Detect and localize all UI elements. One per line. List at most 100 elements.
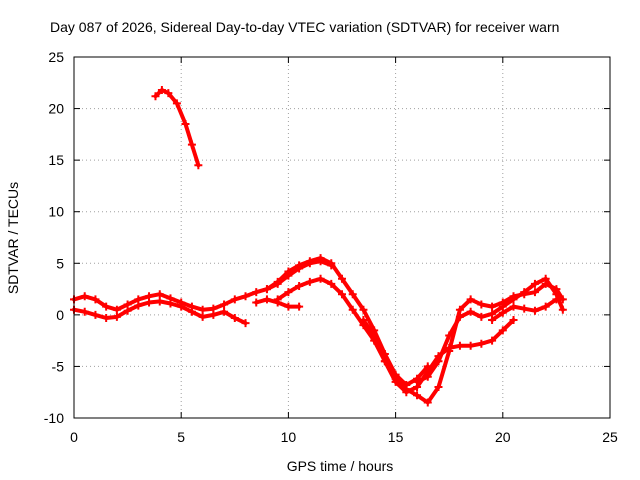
data-point-sat-d (262, 285, 271, 294)
data-point-sat-a (181, 120, 190, 129)
data-point-sat-i (541, 302, 550, 311)
data-point-sat-e (295, 281, 304, 290)
data-point-sat-f (295, 302, 304, 311)
y-tick-label: 20 (48, 101, 64, 117)
data-point-sat-f (252, 298, 261, 307)
data-point-sat-a (172, 99, 181, 108)
data-point-sat-g (466, 295, 475, 304)
y-tick-label: 25 (48, 49, 64, 65)
data-point-sat-c (134, 301, 143, 310)
data-point-sat-c (198, 312, 207, 321)
data-point-sat-c (123, 306, 132, 315)
data-point-sat-e (488, 336, 497, 345)
data-point-sat-b (198, 305, 207, 314)
x-tick-label: 10 (281, 429, 297, 445)
data-point-sat-e (498, 326, 507, 335)
data-point-sat-g (455, 305, 464, 314)
data-point-sat-d (305, 257, 314, 266)
data-point-sat-c (166, 299, 175, 308)
data-point-sat-h (520, 288, 529, 297)
data-point-sat-g (488, 302, 497, 311)
data-point-sat-b (155, 290, 164, 299)
grid-layer (74, 57, 610, 418)
data-point-sat-a (151, 92, 160, 101)
data-point-sat-h (541, 274, 550, 283)
data-point-sat-g (370, 331, 379, 340)
data-point-sat-g (423, 398, 432, 407)
data-point-sat-g (434, 383, 443, 392)
data-point-sat-i (552, 295, 561, 304)
x-tick-label: 20 (495, 429, 511, 445)
data-point-sat-c (145, 298, 154, 307)
data-point-sat-e (455, 341, 464, 350)
series-layer (70, 86, 567, 407)
y-tick-label: -10 (44, 410, 64, 426)
data-point-sat-f (273, 298, 282, 307)
data-point-sat-d (338, 274, 346, 283)
data-point-sat-e (509, 316, 518, 325)
data-point-sat-c (155, 297, 164, 306)
data-point-sat-g (445, 346, 454, 355)
data-point-sat-c (80, 307, 89, 316)
tick-layer: 0 5 10 15 20 25 -10 -5 0 5 10 15 20 25 (44, 49, 618, 445)
data-point-sat-e (305, 277, 314, 286)
data-point-sat-c (209, 310, 218, 319)
data-point-sat-g (380, 357, 389, 366)
data-point-sat-h (466, 307, 475, 316)
data-point-sat-g (402, 385, 411, 394)
data-point-sat-e (477, 339, 486, 348)
data-point-sat-a (164, 89, 173, 98)
data-point-sat-c (220, 307, 229, 316)
data-point-sat-c (102, 313, 111, 322)
data-point-sat-h (477, 312, 486, 321)
y-tick-label: -5 (52, 358, 65, 374)
data-point-sat-b (91, 295, 100, 304)
x-tick-label: 25 (602, 429, 618, 445)
x-tick-label: 5 (177, 429, 185, 445)
data-point-sat-c (241, 319, 250, 328)
data-point-sat-c (230, 313, 239, 322)
data-point-sat-c (187, 307, 196, 316)
data-point-sat-i (520, 304, 529, 313)
data-point-sat-g (391, 374, 400, 383)
data-point-sat-b (80, 292, 89, 301)
data-point-sat-e (466, 341, 475, 350)
data-point-sat-g (359, 316, 368, 325)
data-point-sat-d (316, 254, 325, 263)
data-point-sat-d (284, 267, 293, 276)
data-point-sat-d (348, 290, 357, 299)
data-point-sat-c (177, 302, 186, 311)
data-point-sat-e (348, 305, 357, 314)
y-tick-label: 15 (48, 152, 64, 168)
data-point-sat-h (455, 312, 464, 321)
data-point-sat-e (316, 274, 325, 283)
data-point-sat-e (338, 290, 346, 299)
series-line-sat-g (361, 281, 565, 405)
data-point-sat-h (558, 305, 567, 314)
data-point-sat-i (498, 308, 507, 317)
y-axis-label: SDTVAR / TECUs (5, 182, 21, 294)
data-point-sat-g (477, 300, 486, 309)
y-tick-label: 0 (56, 307, 64, 323)
data-point-sat-g (530, 288, 539, 297)
data-point-sat-b (102, 302, 111, 311)
data-point-sat-h (445, 331, 454, 340)
data-point-sat-b (241, 292, 250, 301)
data-point-sat-g (413, 391, 422, 400)
data-point-sat-h (413, 377, 422, 386)
series-line-sat-d (265, 256, 430, 387)
data-point-sat-b (220, 300, 229, 309)
data-point-sat-d (359, 305, 368, 314)
data-point-sat-a (187, 140, 196, 149)
y-tick-label: 5 (56, 255, 64, 271)
data-point-sat-d (273, 277, 282, 286)
data-point-sat-a (157, 86, 166, 95)
y-tick-label: 10 (48, 204, 64, 220)
data-point-sat-i (509, 302, 518, 311)
x-axis-label: GPS time / hours (287, 458, 394, 474)
data-point-sat-c (91, 310, 100, 319)
data-point-sat-d (295, 261, 304, 270)
data-point-sat-c (112, 312, 121, 321)
data-point-sat-e (327, 279, 336, 288)
